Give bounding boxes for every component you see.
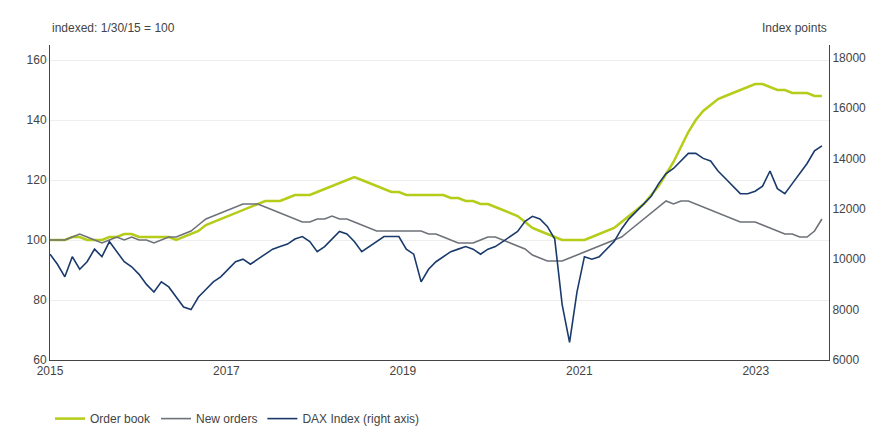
svg-text:60: 60 (33, 353, 47, 367)
svg-text:160: 160 (27, 53, 47, 67)
svg-text:2015: 2015 (37, 364, 64, 378)
svg-text:2023: 2023 (742, 364, 769, 378)
svg-text:Order book: Order book (90, 412, 151, 426)
svg-text:DAX Index (right axis): DAX Index (right axis) (302, 412, 419, 426)
svg-text:18000: 18000 (832, 51, 866, 65)
svg-text:indexed: 1/30/15 = 100: indexed: 1/30/15 = 100 (52, 21, 175, 35)
svg-text:10000: 10000 (832, 252, 866, 266)
svg-text:80: 80 (33, 293, 47, 307)
svg-text:14000: 14000 (832, 152, 866, 166)
svg-text:Index points: Index points (762, 21, 827, 35)
svg-text:2019: 2019 (390, 364, 417, 378)
svg-text:8000: 8000 (832, 303, 859, 317)
svg-text:16000: 16000 (832, 101, 866, 115)
svg-text:New orders: New orders (196, 412, 257, 426)
svg-text:12000: 12000 (832, 202, 866, 216)
svg-text:6000: 6000 (832, 353, 859, 367)
svg-text:100: 100 (27, 233, 47, 247)
svg-text:2021: 2021 (566, 364, 593, 378)
svg-text:120: 120 (27, 173, 47, 187)
svg-text:2017: 2017 (213, 364, 240, 378)
svg-text:140: 140 (27, 113, 47, 127)
